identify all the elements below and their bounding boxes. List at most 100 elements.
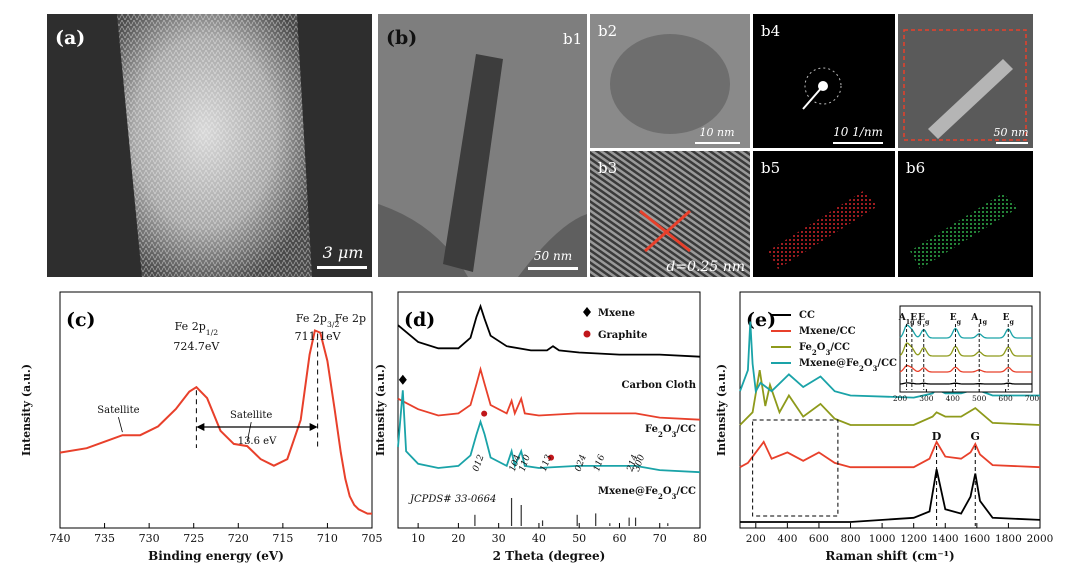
e-series-line bbox=[739, 439, 1041, 469]
e-tick-label: 800 bbox=[841, 533, 861, 545]
d-tick-label: 60 bbox=[612, 532, 626, 545]
e-peak-label: G bbox=[971, 430, 980, 443]
e-tick-label: 1200 bbox=[900, 533, 927, 545]
image-panel-b5: b5 bbox=[753, 151, 895, 277]
panel-label-b2: b2 bbox=[598, 22, 617, 40]
c-annotation-delta: 13.6 eV bbox=[238, 436, 277, 447]
e-tick-label: 600 bbox=[809, 533, 829, 545]
panel-label-c: (c) bbox=[66, 309, 96, 331]
image-panel-b2: b2 10 nm bbox=[590, 14, 750, 148]
chart-e: (e) Intensity (a.u.) Raman shift (cm⁻¹) … bbox=[715, 291, 1053, 563]
d-tick-label: 50 bbox=[572, 532, 586, 545]
e-tick-label: 1600 bbox=[963, 533, 990, 545]
d-marker-graphite bbox=[548, 454, 555, 461]
d-series-label: Fe2O3/CC bbox=[645, 424, 696, 439]
d-ylabel: Intensity (a.u.) bbox=[374, 364, 387, 456]
scale-bar-label-b1: 50 nm bbox=[534, 249, 572, 263]
c-tick-label: 710 bbox=[317, 532, 338, 545]
scale-bar-label-b4b: 50 nm bbox=[993, 126, 1028, 139]
d-legend-graphite: Graphite bbox=[598, 330, 647, 341]
lattice-image-b3: b3 d=0.25 nm bbox=[590, 151, 750, 277]
c-tick-label: 740 bbox=[50, 532, 71, 545]
e-series-line bbox=[739, 321, 1040, 399]
e-zoom-box bbox=[752, 419, 839, 517]
d-series-line bbox=[397, 303, 701, 358]
hrtem-image-b2: b2 10 nm bbox=[590, 14, 750, 148]
e-inset-tick-label: 200 bbox=[893, 394, 908, 403]
e-inset-peak-label: Eg bbox=[918, 313, 930, 326]
e-legend-label: Mxene/CC bbox=[799, 326, 856, 337]
e-inset-tick-label: 500 bbox=[972, 394, 987, 403]
sem-image: 3 μm (a) bbox=[47, 14, 372, 277]
haadf-image: 50 nm bbox=[898, 14, 1033, 148]
saed-image-b4: b4 10 1/nm bbox=[753, 14, 895, 148]
e-series-line bbox=[739, 370, 1041, 426]
d-marker-graphite bbox=[481, 410, 488, 417]
panel-label-b: (b) bbox=[386, 27, 417, 49]
d-hkl-label: 113 bbox=[539, 453, 554, 473]
d-tick-label: 80 bbox=[693, 532, 707, 545]
d-legend-mxene: Mxene bbox=[598, 308, 635, 319]
tem-image-b1: (b) b1 50 nm bbox=[378, 14, 587, 277]
d-hkl-label: 110 bbox=[518, 453, 533, 473]
d-hkl-label: 214 bbox=[625, 453, 641, 474]
d-tick-label: 10 bbox=[411, 532, 425, 545]
scale-bar-label-b2: 10 nm bbox=[699, 126, 734, 139]
d-legend-marker-graphite bbox=[583, 330, 591, 338]
e-legend-label: CC bbox=[799, 310, 815, 321]
e-inset-peak-label: A1g bbox=[970, 313, 987, 326]
eds-map-b5: b5 bbox=[753, 151, 895, 277]
image-panel-b6: b6 bbox=[898, 151, 1033, 277]
d-hkl-label: 300 bbox=[632, 453, 647, 473]
scale-bar-label-b4: 10 1/nm bbox=[833, 125, 883, 139]
e-inset-series-line bbox=[899, 342, 1032, 357]
d-spacing-label: d=0.25 nm bbox=[666, 259, 745, 275]
d-hkl-label: 012 bbox=[471, 453, 486, 473]
c-tick-label: 715 bbox=[272, 532, 293, 545]
c-series-line bbox=[59, 329, 372, 515]
e-peak-label: D bbox=[932, 430, 942, 443]
panel-label-b4: b4 bbox=[761, 22, 780, 40]
e-xlabel: Raman shift (cm⁻¹) bbox=[825, 549, 954, 563]
chart-c: (c) Intensity (a.u.) Binding energy (eV)… bbox=[20, 291, 383, 563]
d-series-label: Mxene@Fe2O3/CC bbox=[598, 486, 696, 501]
e-inset-tick-label: 400 bbox=[946, 394, 961, 403]
e-inset-peak-label: A1g bbox=[898, 313, 915, 326]
e-inset-tick-label: 300 bbox=[919, 394, 934, 403]
d-tick-label: 20 bbox=[451, 532, 465, 545]
eds-map-b6: b6 bbox=[898, 151, 1033, 277]
e-inset-frame bbox=[899, 305, 1033, 393]
image-panel-b4-haadf: 50 nm bbox=[898, 14, 1033, 148]
panel-label-b5: b5 bbox=[761, 159, 780, 177]
e-inset-series-line bbox=[899, 364, 1032, 373]
d-reference-label: JCPDS# 33-0664 bbox=[408, 494, 496, 505]
c-annotation-fe2p: Fe 2p bbox=[335, 312, 366, 325]
d-legend-marker-mxene bbox=[583, 307, 591, 317]
d-marker-mxene bbox=[398, 374, 407, 385]
c-tick-label: 735 bbox=[94, 532, 115, 545]
d-hkl-label: 024 bbox=[574, 453, 589, 473]
e-inset-peak-label: Eg bbox=[1003, 313, 1015, 326]
c-ylabel: Intensity (a.u.) bbox=[20, 364, 33, 456]
e-inset-tick-label: 700 bbox=[1025, 394, 1040, 403]
e-series-line bbox=[740, 469, 1041, 523]
d-hkl-label: 116 bbox=[592, 453, 607, 473]
e-inset-series-line bbox=[899, 324, 1032, 339]
e-legend-label: Mxene@Fe2O3/CC bbox=[799, 358, 897, 373]
c-xlabel: Binding energy (eV) bbox=[148, 549, 284, 563]
e-tick-label: 400 bbox=[777, 533, 797, 545]
d-tick-label: 30 bbox=[492, 532, 506, 545]
d-hkl-label: 104 bbox=[508, 453, 523, 473]
panel-label-d: (d) bbox=[404, 309, 435, 331]
e-inset-series-line bbox=[899, 382, 1032, 385]
d-series-line bbox=[397, 365, 701, 421]
image-panel-b1: (b) b1 50 nm bbox=[378, 14, 587, 277]
e-ylabel: Intensity (a.u.) bbox=[715, 364, 728, 456]
e-inset-tick-label: 600 bbox=[998, 394, 1013, 403]
e-inset-peak-label: Eg bbox=[910, 313, 922, 326]
panel-label-b6: b6 bbox=[906, 159, 925, 177]
d-series-label: Carbon Cloth bbox=[622, 380, 697, 391]
panel-label-a: (a) bbox=[55, 27, 85, 49]
e-tick-label: 1000 bbox=[869, 533, 896, 545]
e-inset-peak-label: Eg bbox=[950, 313, 962, 326]
